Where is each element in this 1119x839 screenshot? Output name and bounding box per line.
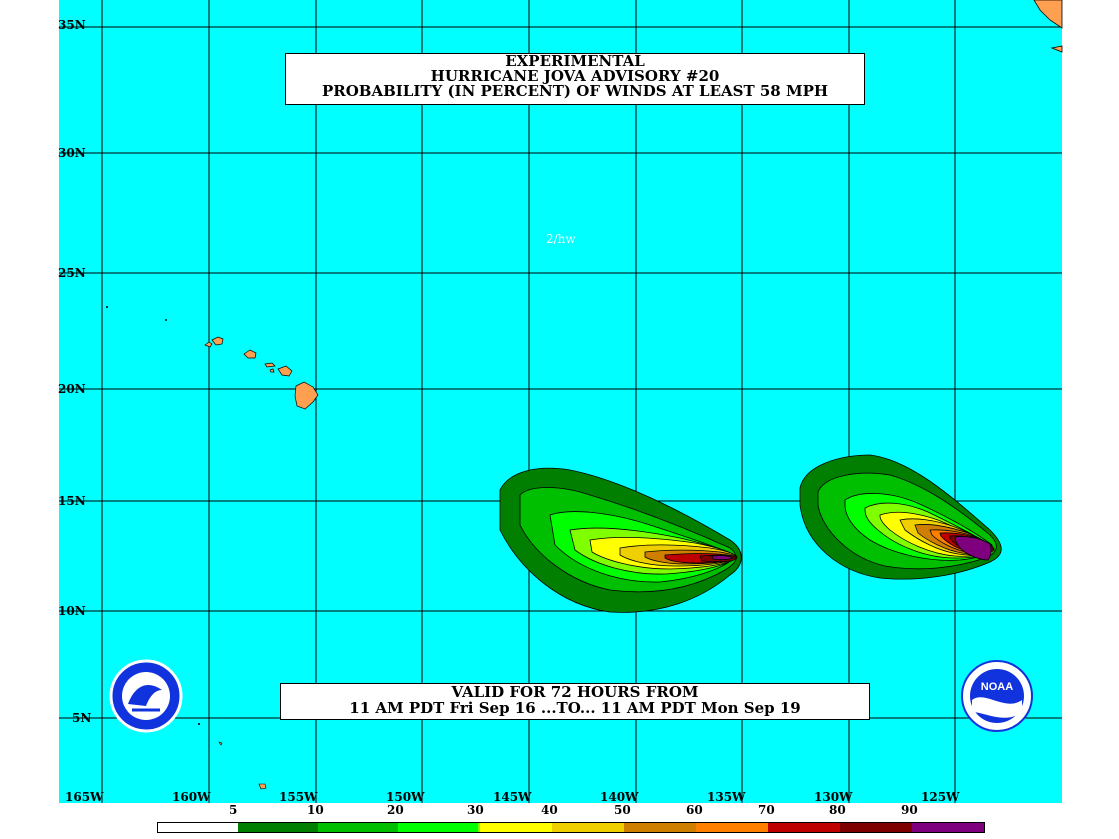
mexico-coast-small <box>1050 45 1063 53</box>
legend-swatch <box>238 823 318 832</box>
islet-dot <box>106 306 108 308</box>
island-molokai <box>264 362 276 368</box>
ocean-background <box>59 0 1062 803</box>
legend-swatch <box>318 823 398 832</box>
valid-line-2: 11 AM PDT Fri Sep 16 ...TO... 11 AM PDT … <box>349 699 801 717</box>
legend-swatch <box>912 823 984 832</box>
nws-logo-cloud <box>128 684 162 706</box>
island-oahu <box>243 349 257 359</box>
legend-swatch <box>478 823 480 832</box>
nws-logo <box>109 659 183 733</box>
legend-swatch <box>480 823 552 832</box>
legend-tick-label: 5 <box>229 803 238 817</box>
lat-label: 25N <box>58 266 86 280</box>
island-hawaii <box>294 381 319 410</box>
title-line-1: EXPERIMENTAL <box>505 52 645 70</box>
contour-max <box>954 536 992 561</box>
lon-label: 135W <box>707 790 746 804</box>
color-legend <box>157 822 985 833</box>
lat-label: 20N <box>58 382 86 396</box>
legend-tick-label: 60 <box>686 803 703 817</box>
islet <box>258 783 267 790</box>
probability-swath-west <box>499 467 742 613</box>
forecaster-initials: 2/hw <box>546 232 576 246</box>
lat-label: 35N <box>58 18 86 32</box>
lon-label: 165W <box>65 790 104 804</box>
legend-swatch <box>624 823 696 832</box>
islet-dot <box>165 319 167 321</box>
legend-swatch <box>696 823 768 832</box>
legend-tick-label: 20 <box>387 803 404 817</box>
islet-dot <box>198 723 200 725</box>
legend-tick-label: 10 <box>307 803 324 817</box>
valid-period-box: VALID FOR 72 HOURS FROM 11 AM PDT Fri Se… <box>280 683 870 720</box>
lat-label: 15N <box>58 494 86 508</box>
lon-label: 125W <box>921 790 960 804</box>
lat-label: 30N <box>58 146 86 160</box>
hawaiian-islands <box>204 336 319 410</box>
island-kauai <box>211 336 224 346</box>
title-line-3: PROBABILITY (IN PERCENT) OF WINDS AT LEA… <box>321 82 829 100</box>
contour-max <box>711 555 734 561</box>
lon-label: 130W <box>814 790 853 804</box>
legend-tick-label: 50 <box>614 803 631 817</box>
lon-label: 145W <box>493 790 532 804</box>
legend-swatch <box>840 823 912 832</box>
lon-label: 160W <box>172 790 211 804</box>
lon-label: 140W <box>600 790 639 804</box>
legend-tick-label: 70 <box>758 803 775 817</box>
legend-tick-label: 90 <box>901 803 918 817</box>
legend-tick-label: 80 <box>829 803 846 817</box>
legend-swatch <box>398 823 478 832</box>
legend-swatch <box>768 823 840 832</box>
legend-swatch <box>158 823 238 832</box>
lat-label: 5N <box>72 711 92 725</box>
title-box: EXPERIMENTAL HURRICANE JOVA ADVISORY #20… <box>285 53 865 105</box>
legend-tick-label: 40 <box>541 803 558 817</box>
noaa-logo-wave <box>972 697 1022 718</box>
noaa-logo-text: NOAA <box>981 681 1013 693</box>
probability-swath-east <box>799 454 1002 580</box>
mexico-coast <box>1033 0 1063 29</box>
lon-label: 155W <box>279 790 318 804</box>
lat-label: 10N <box>58 604 86 618</box>
island-maui <box>277 365 293 377</box>
legend-tick-label: 30 <box>467 803 484 817</box>
island-niihau <box>204 341 213 348</box>
valid-line-1: VALID FOR 72 HOURS FROM <box>451 683 699 701</box>
island-lanai <box>269 368 275 373</box>
lon-label: 150W <box>386 790 425 804</box>
legend-swatch <box>552 823 624 832</box>
lat-lon-grid <box>59 0 1062 803</box>
title-line-2: HURRICANE JOVA ADVISORY #20 <box>430 67 720 85</box>
noaa-logo: NOAA <box>961 660 1033 732</box>
islet <box>218 741 223 746</box>
